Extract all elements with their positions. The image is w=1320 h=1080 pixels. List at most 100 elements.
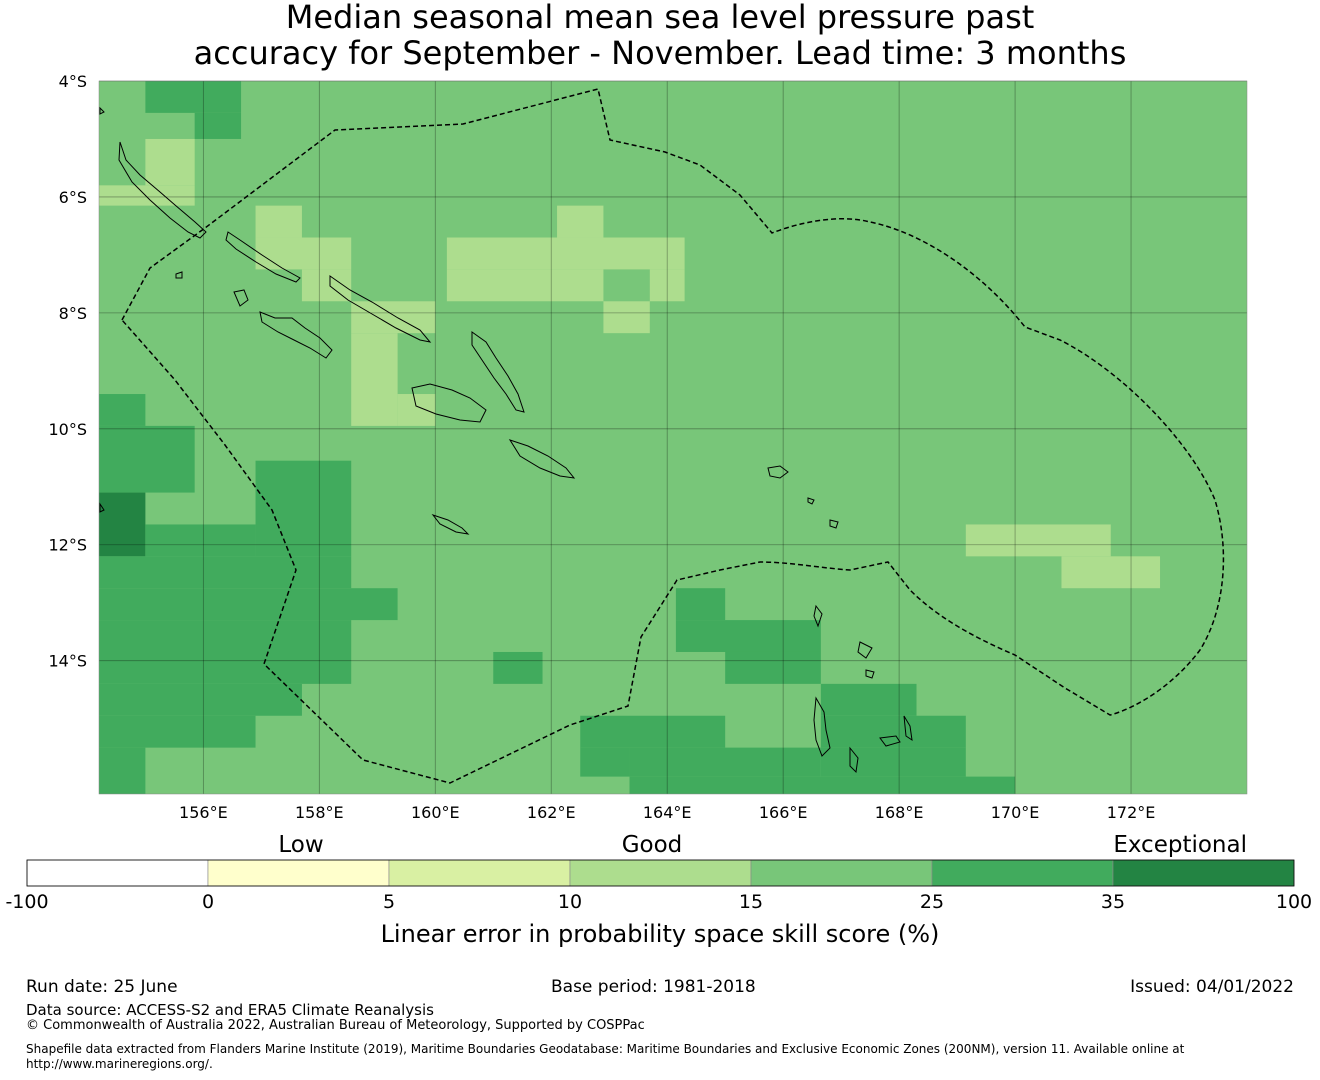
skill-cell bbox=[99, 683, 302, 716]
longitude-labels: 156°E 158°E 160°E 162°E 164°E 166°E 168°E 170°E… bbox=[179, 803, 1155, 822]
longitude-label: 156°E bbox=[179, 803, 228, 822]
skill-cell bbox=[99, 588, 398, 621]
latitude-label: 10°S bbox=[48, 420, 87, 439]
vanua-lava bbox=[857, 641, 873, 659]
latitude-label: 6°S bbox=[59, 188, 87, 207]
colorbar-segment bbox=[26, 859, 209, 887]
skill-cell bbox=[255, 460, 352, 557]
copyright-notice: © Commonwealth of Australia 2022, Austra… bbox=[26, 1018, 645, 1033]
lat-lon-gridlines bbox=[99, 80, 1247, 794]
longitude-label: 170°E bbox=[991, 803, 1040, 822]
latitude-label: 4°S bbox=[59, 72, 87, 91]
vella-lavella bbox=[233, 289, 249, 307]
longitude-label: 164°E bbox=[643, 803, 692, 822]
run-date: Run date: 25 June bbox=[26, 977, 178, 997]
skill-cell bbox=[649, 269, 685, 302]
malaita-island bbox=[471, 331, 525, 413]
skill-cell bbox=[446, 269, 604, 302]
data-source: Data source: ACCESS-S2 and ERA5 Climate … bbox=[26, 1001, 434, 1019]
skill-cell bbox=[351, 301, 436, 334]
west-edge-islet bbox=[99, 106, 105, 115]
santa-isabel-island bbox=[329, 275, 432, 343]
chart-title-line-1: Median seasonal mean sea level pressure … bbox=[285, 0, 1035, 36]
skill-cell bbox=[446, 237, 685, 270]
colorbar-tick-label: 15 bbox=[739, 891, 763, 913]
colorbar-segment bbox=[388, 859, 571, 887]
santa-cruz-islands bbox=[767, 465, 789, 479]
shapefile-credit: Shapefile data extracted from Flanders M… bbox=[26, 1042, 1185, 1071]
bougainville-island bbox=[118, 141, 207, 239]
latitude-label: 8°S bbox=[59, 304, 87, 323]
rennell-island bbox=[431, 514, 470, 535]
anuta bbox=[829, 519, 839, 529]
skill-cell bbox=[351, 333, 398, 426]
skill-cell bbox=[194, 112, 242, 139]
skill-cell bbox=[99, 715, 256, 748]
skill-cell bbox=[493, 651, 543, 684]
skill-cell bbox=[725, 651, 821, 684]
ambae bbox=[879, 735, 901, 747]
guadalcanal-island bbox=[411, 383, 487, 423]
choiseul-island bbox=[225, 231, 301, 283]
skill-cell bbox=[255, 205, 302, 238]
shortland-islands bbox=[175, 271, 183, 279]
skill-cell bbox=[557, 205, 604, 238]
colorbar-tick-label: 100 bbox=[1276, 891, 1312, 913]
colorbar-category-label: Good bbox=[622, 832, 683, 858]
issued-date: Issued: 04/01/2022 bbox=[1130, 977, 1294, 997]
colorbar-segment bbox=[569, 859, 752, 887]
tikopia bbox=[865, 669, 875, 679]
longitude-label: 168°E bbox=[875, 803, 924, 822]
skill-cell bbox=[629, 776, 1016, 794]
skill-cell bbox=[820, 715, 966, 748]
skill-cell bbox=[580, 747, 630, 777]
longitude-label: 172°E bbox=[1107, 803, 1156, 822]
malekula bbox=[849, 746, 859, 774]
skill-cell bbox=[99, 394, 146, 426]
coastlines bbox=[99, 106, 913, 774]
skill-grid bbox=[99, 81, 1247, 794]
colorbar-tick-label: 25 bbox=[920, 891, 944, 913]
skill-cell bbox=[675, 620, 821, 652]
colorbar-segment bbox=[931, 859, 1114, 887]
duff-islands bbox=[807, 497, 815, 505]
colorbar-tick-label: 10 bbox=[558, 891, 582, 913]
latitude-labels: 4°S 6°S 8°S 10°S 12°S 14°S bbox=[48, 72, 87, 671]
skill-cell bbox=[99, 747, 146, 794]
skill-cell bbox=[820, 747, 966, 777]
eez-boundary bbox=[121, 88, 1225, 784]
makira-island bbox=[508, 439, 576, 479]
skill-cell bbox=[145, 81, 242, 113]
colorbar-segment bbox=[1112, 859, 1295, 887]
colorbar-title: Linear error in probability space skill … bbox=[381, 920, 940, 948]
skill-cell bbox=[99, 492, 146, 557]
skill-cell bbox=[629, 747, 821, 777]
colorbar-segment bbox=[207, 859, 390, 887]
skill-cell bbox=[99, 185, 195, 206]
colorbar-category-label: Exceptional bbox=[1113, 832, 1247, 858]
colorbar-segment bbox=[750, 859, 933, 887]
colorbar-tick-label: 0 bbox=[202, 891, 214, 913]
torres-islands bbox=[813, 604, 823, 628]
skill-cell bbox=[965, 524, 1111, 557]
skill-cell bbox=[145, 138, 195, 186]
base-period: Base period: 1981-2018 bbox=[551, 977, 756, 997]
skill-cell bbox=[99, 425, 195, 493]
chart-title-line-2: accuracy for September - November. Lead … bbox=[193, 34, 1127, 72]
espiritu-santo bbox=[813, 696, 831, 757]
skill-cell bbox=[675, 588, 726, 621]
skill-cell bbox=[99, 620, 352, 684]
skill-cell bbox=[1061, 556, 1161, 589]
map-frame bbox=[98, 80, 1248, 795]
latitude-label: 14°S bbox=[48, 652, 87, 671]
colorbar-tick-label: 35 bbox=[1101, 891, 1125, 913]
skill-cell bbox=[145, 524, 256, 557]
skill-cell bbox=[99, 556, 352, 589]
pentecost bbox=[903, 715, 913, 742]
colorbar-category-label: Low bbox=[278, 832, 323, 858]
longitude-label: 160°E bbox=[411, 803, 460, 822]
longitude-label: 166°E bbox=[759, 803, 808, 822]
colorbar bbox=[26, 859, 1295, 887]
west-edge-islet-2 bbox=[99, 502, 105, 513]
